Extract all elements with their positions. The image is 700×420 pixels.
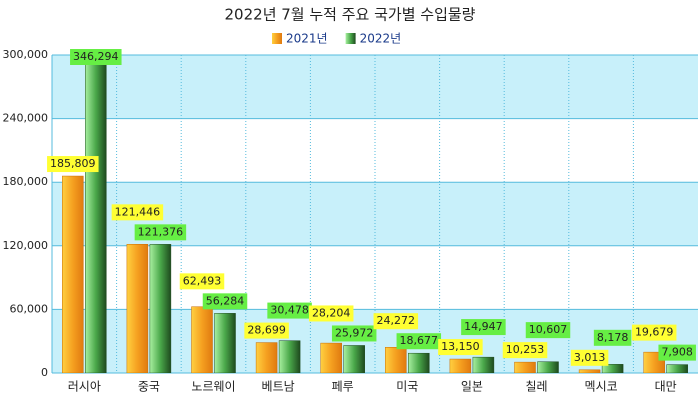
value-label: 185,809 (50, 157, 96, 170)
value-label-bg (570, 349, 609, 366)
y-tick-label: 0 (41, 366, 48, 379)
y-tick-label: 120,000 (3, 239, 49, 252)
bar (126, 244, 149, 373)
x-tick-label: 페루 (332, 380, 354, 394)
bar (514, 361, 536, 373)
bar (278, 340, 301, 373)
chart-title: 2022년 7월 누적 주요 국가별 수입물량 (225, 6, 476, 24)
bar (320, 342, 342, 373)
value-label: 25,972 (335, 326, 374, 339)
value-label-bg (658, 344, 696, 361)
bar (449, 358, 472, 373)
x-tick-label: 러시아 (68, 380, 101, 394)
legend-label: 2022년 (360, 32, 402, 46)
value-label: 10,253 (506, 343, 545, 356)
value-label: 19,679 (635, 326, 674, 339)
x-tick-label: 대만 (655, 380, 677, 394)
bar (578, 369, 601, 373)
y-tick-label: 180,000 (3, 175, 49, 188)
x-tick-label: 베트남 (262, 380, 295, 394)
bar (214, 313, 236, 373)
bar (62, 175, 84, 373)
bar (191, 306, 213, 373)
value-label: 56,284 (206, 294, 245, 307)
bar (385, 347, 407, 373)
value-label: 62,493 (183, 274, 222, 287)
x-tick-label: 멕시코 (585, 380, 618, 394)
bar (343, 345, 365, 373)
bar (149, 244, 172, 373)
value-label: 121,376 (138, 225, 184, 238)
y-tick-label: 240,000 (3, 112, 49, 125)
x-tick-label: 노르웨이 (191, 380, 235, 394)
bar (472, 356, 495, 373)
value-label: 3,013 (574, 351, 606, 364)
value-label-bg (47, 156, 99, 173)
value-label: 10,607 (529, 323, 568, 336)
value-label-bg (244, 322, 289, 339)
value-label-bg (373, 313, 419, 330)
legend-label: 2021년 (286, 32, 328, 46)
value-label-bg (631, 324, 677, 341)
value-label-bg (179, 273, 225, 290)
bar (85, 55, 107, 373)
x-tick-label: 칠레 (525, 380, 547, 394)
value-label: 8,178 (597, 331, 629, 344)
x-tick-label: 일본 (461, 380, 483, 394)
plot-band (52, 55, 698, 119)
y-tick-label: 60,000 (10, 302, 49, 315)
value-label-bg (331, 325, 377, 342)
value-label-bg (438, 339, 483, 356)
value-label: 30,478 (270, 304, 309, 317)
value-label-bg (502, 342, 548, 359)
y-tick-label: 300,000 (3, 48, 49, 61)
value-label: 7,908 (661, 346, 693, 359)
value-label-bg (70, 49, 122, 65)
value-label: 346,294 (73, 50, 119, 63)
legend-swatch (345, 33, 356, 44)
value-label-bg (111, 204, 164, 221)
bars (62, 55, 688, 373)
value-label-bg (525, 322, 571, 339)
value-label-bg (461, 319, 506, 336)
bar (601, 364, 624, 373)
x-tick-label: 중국 (138, 380, 160, 394)
bar (537, 361, 559, 373)
value-label: 28,699 (247, 324, 286, 337)
value-label: 121,446 (115, 205, 161, 218)
value-label: 18,677 (400, 334, 439, 347)
bar (255, 342, 278, 373)
x-tick-label: 미국 (396, 380, 418, 394)
value-label: 13,150 (441, 340, 480, 353)
value-label: 14,947 (464, 320, 503, 333)
value-label-bg (134, 224, 187, 241)
bar (666, 364, 688, 373)
value-label: 28,204 (312, 306, 351, 319)
bar (408, 352, 430, 373)
value-label: 24,272 (377, 314, 416, 327)
value-label-bg (593, 329, 632, 346)
value-label-bg (308, 305, 354, 322)
value-label-bg (267, 302, 312, 319)
value-label-bg (396, 333, 442, 350)
value-label-bg (202, 293, 248, 310)
legend-swatch (272, 33, 282, 44)
